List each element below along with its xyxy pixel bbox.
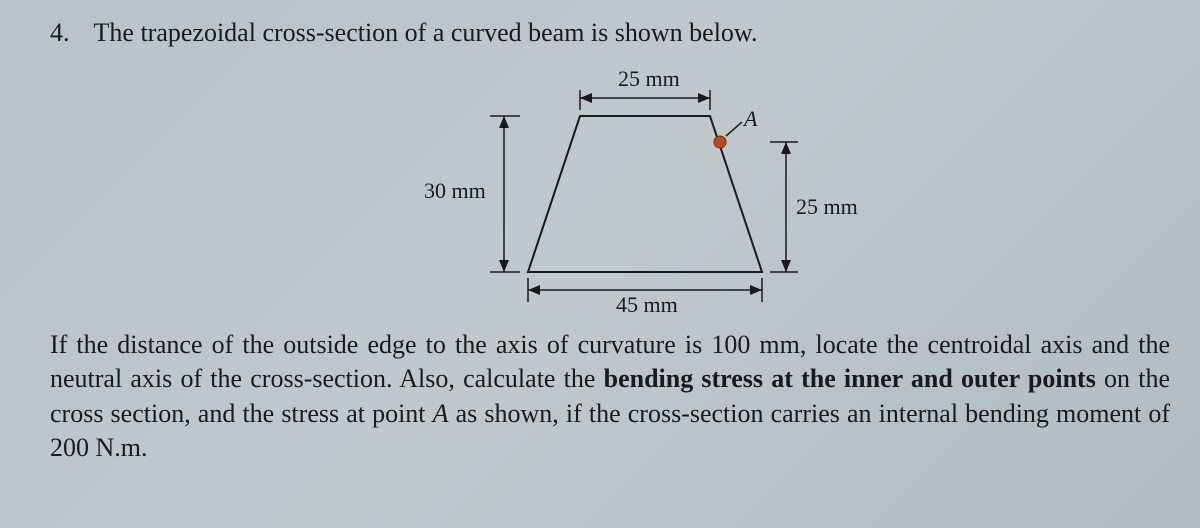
body-part-3-italic: A: [433, 399, 449, 428]
dim-top-arrow-right: [698, 93, 710, 103]
dim-right-arrow-bot: [781, 260, 791, 272]
question-intro: The trapezoidal cross-section of a curve…: [94, 18, 758, 47]
question-body: If the distance of the outside edge to t…: [50, 328, 1170, 465]
dim-bot-arrow-left: [528, 285, 540, 295]
dim-bot-label: 45 mm: [616, 292, 678, 316]
point-a-marker: [714, 136, 726, 148]
dim-bot-arrow-right: [750, 285, 762, 295]
trapezoid-outline: [528, 116, 762, 272]
dim-left-label: 30 mm: [424, 178, 486, 203]
point-a-leader: [726, 122, 742, 136]
dim-top-arrow-left: [580, 93, 592, 103]
dim-left-arrow-bot: [499, 260, 509, 272]
dim-top-label: 25 mm: [618, 66, 680, 91]
body-part-1-bold: bending stress at the inner and outer po…: [604, 364, 1096, 393]
point-a-label: A: [742, 106, 758, 131]
dim-right-arrow-top: [781, 142, 791, 154]
question-number: 4.: [50, 18, 70, 48]
dim-left-arrow-top: [499, 116, 509, 128]
figure-trapezoid-cross-section: A 25 mm 45 mm 30 mm: [50, 56, 1170, 316]
dim-right-label: 25 mm: [796, 194, 858, 219]
